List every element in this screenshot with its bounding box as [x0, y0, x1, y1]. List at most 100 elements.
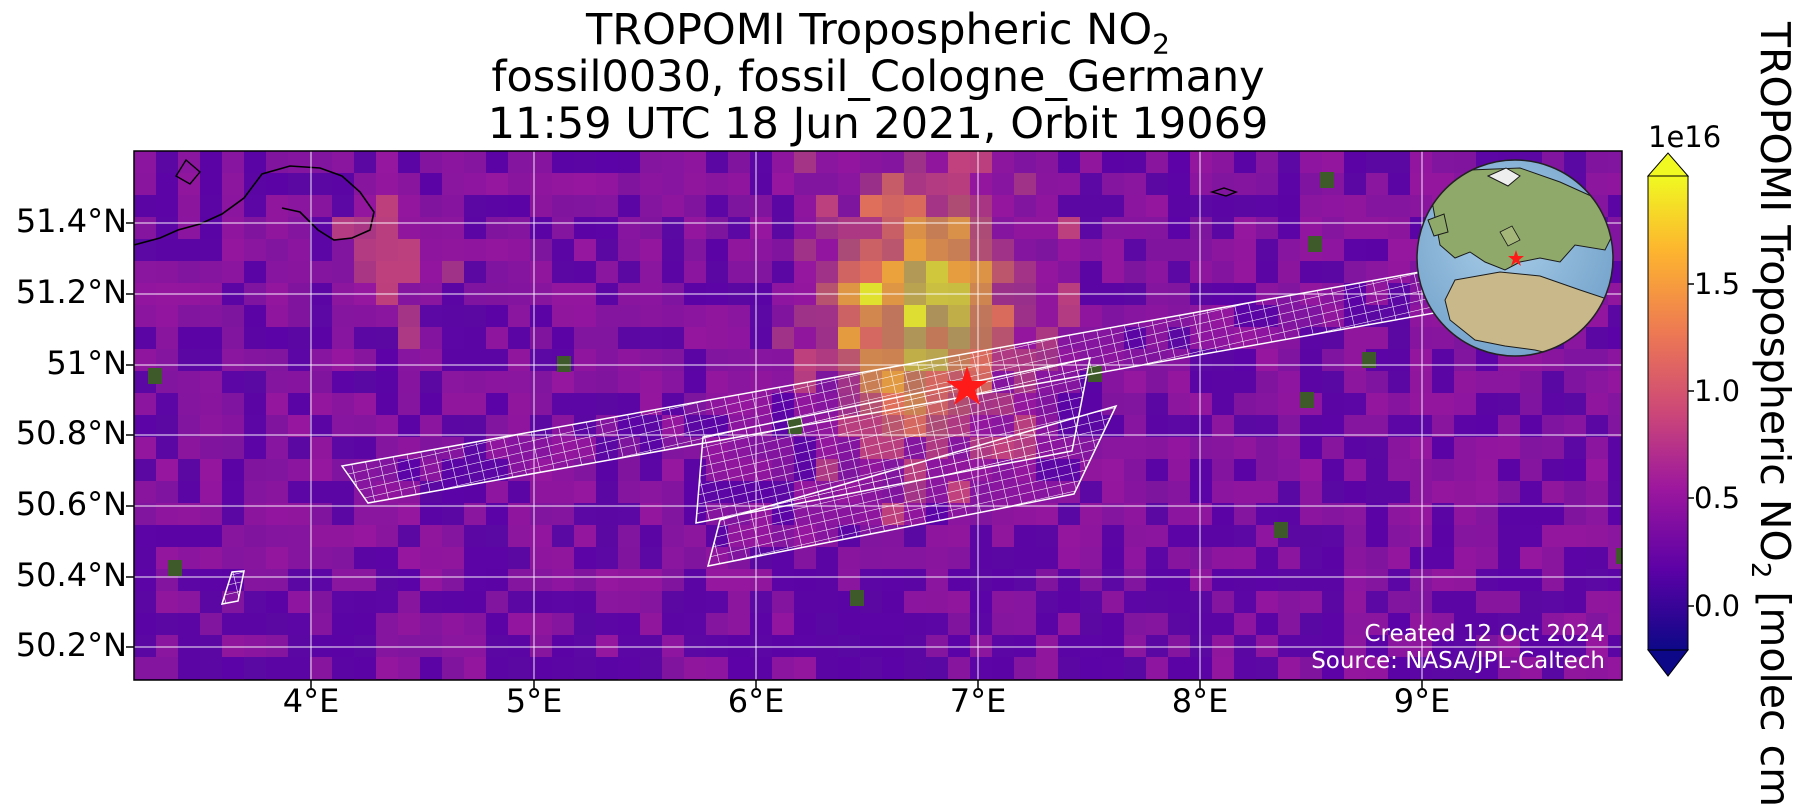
no2-pixel	[684, 679, 706, 680]
no2-pixel	[332, 393, 354, 415]
no2-pixel	[882, 195, 904, 217]
no2-pixel	[508, 591, 530, 613]
no2-pixel	[420, 371, 442, 393]
no2-pixel	[1190, 591, 1212, 613]
no2-pixel	[200, 327, 222, 349]
no2-pixel	[332, 305, 354, 327]
no2-pixel	[1366, 437, 1388, 459]
no2-pixel	[574, 481, 596, 503]
no2-pixel	[1234, 239, 1256, 261]
no2-pixel	[618, 481, 640, 503]
no2-pixel	[398, 525, 420, 547]
no2-pixel	[222, 371, 244, 393]
no2-pixel	[420, 547, 442, 569]
no2-pixel	[970, 261, 992, 283]
no2-pixel	[662, 371, 684, 393]
no2-pixel	[1190, 393, 1212, 415]
no2-pixel	[420, 151, 442, 173]
no2-pixel	[1080, 613, 1102, 635]
no2-pixel	[948, 151, 970, 173]
no2-pixel	[310, 393, 332, 415]
no2-pixel	[904, 217, 926, 239]
no2-pixel	[1366, 217, 1388, 239]
no2-pixel	[992, 569, 1014, 591]
no2-pixel	[310, 195, 332, 217]
no2-pixel	[332, 525, 354, 547]
no2-pixel	[662, 679, 684, 680]
no2-pixel	[420, 679, 442, 680]
no2-pixel	[1388, 481, 1410, 503]
no2-pixel	[1410, 547, 1432, 569]
no2-pixel	[838, 151, 860, 173]
no2-pixel	[1256, 371, 1278, 393]
no2-pixel	[266, 305, 288, 327]
no2-pixel	[464, 393, 486, 415]
no2-pixel	[1410, 503, 1432, 525]
no2-pixel	[464, 151, 486, 173]
no2-pixel	[442, 173, 464, 195]
no2-pixel	[156, 503, 178, 525]
no2-pixel	[332, 151, 354, 173]
no2-pixel	[486, 635, 508, 657]
no2-pixel	[1102, 481, 1124, 503]
no2-pixel	[1234, 173, 1256, 195]
no2-pixel	[1168, 459, 1190, 481]
no2-pixel	[508, 481, 530, 503]
no2-pixel	[1432, 569, 1454, 591]
lon-label: 4°E	[282, 682, 340, 720]
no2-pixel	[728, 261, 750, 283]
no2-pixel	[354, 525, 376, 547]
no2-pixel	[574, 173, 596, 195]
no2-pixel	[244, 305, 266, 327]
no2-pixel	[1278, 415, 1300, 437]
no2-pixel	[200, 261, 222, 283]
no2-pixel	[662, 151, 684, 173]
no2-pixel	[310, 305, 332, 327]
no2-pixel	[1344, 569, 1366, 591]
no2-pixel	[420, 635, 442, 657]
no2-pixel	[596, 393, 618, 415]
no2-pixel	[1366, 547, 1388, 569]
no2-pixel	[1498, 459, 1520, 481]
no2-pixel	[376, 591, 398, 613]
no2-pixel	[1432, 437, 1454, 459]
no2-pixel	[354, 151, 376, 173]
no2-pixel	[904, 657, 926, 679]
no2-pixel	[1344, 503, 1366, 525]
land-patch	[1274, 522, 1288, 538]
no2-pixel	[1322, 525, 1344, 547]
no2-pixel	[1102, 239, 1124, 261]
no2-pixel	[640, 327, 662, 349]
no2-pixel	[1168, 217, 1190, 239]
no2-pixel	[926, 327, 948, 349]
no2-pixel	[1344, 371, 1366, 393]
no2-pixel	[508, 239, 530, 261]
no2-pixel	[398, 217, 420, 239]
colorbar-label-subscript: 2	[1744, 561, 1775, 579]
no2-pixel	[1586, 481, 1608, 503]
no2-pixel	[1542, 481, 1564, 503]
no2-pixel	[310, 547, 332, 569]
no2-pixel	[970, 173, 992, 195]
no2-pixel	[244, 635, 266, 657]
no2-pixel	[838, 635, 860, 657]
no2-pixel	[706, 261, 728, 283]
no2-pixel	[574, 305, 596, 327]
no2-pixel	[1278, 547, 1300, 569]
no2-pixel	[1212, 635, 1234, 657]
no2-pixel	[486, 173, 508, 195]
no2-pixel	[1608, 371, 1622, 393]
no2-pixel	[1124, 635, 1146, 657]
no2-pixel	[838, 195, 860, 217]
no2-pixel	[816, 591, 838, 613]
no2-pixel	[310, 151, 332, 173]
no2-pixel	[266, 217, 288, 239]
no2-pixel	[706, 613, 728, 635]
no2-pixel	[1102, 525, 1124, 547]
no2-pixel	[486, 503, 508, 525]
no2-pixel	[728, 173, 750, 195]
no2-pixel	[948, 305, 970, 327]
no2-pixel	[1388, 547, 1410, 569]
no2-pixel	[596, 305, 618, 327]
no2-pixel	[706, 591, 728, 613]
